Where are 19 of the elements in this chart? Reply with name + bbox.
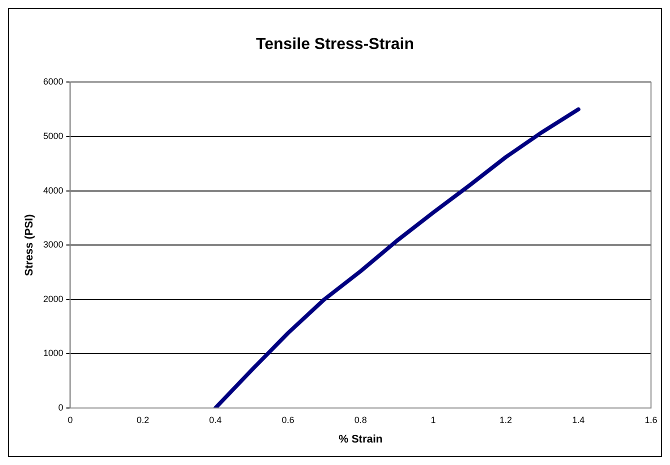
- x-tick-label: 0.4: [209, 414, 222, 425]
- x-tick-label: 0.2: [136, 414, 150, 425]
- y-axis-title: Stress (PSI): [24, 214, 36, 276]
- x-tick-label: 1.4: [572, 414, 585, 425]
- x-tick-label: 0.6: [282, 414, 294, 425]
- x-tick-label: 1.2: [500, 414, 512, 425]
- y-tick-label: 5000: [43, 130, 64, 141]
- x-tick-label: 1: [430, 414, 436, 425]
- y-tick-label: 3000: [43, 240, 64, 250]
- y-tick-label: 0: [58, 402, 64, 412]
- x-tick-label: 1.6: [644, 414, 658, 425]
- chart-title: Tensile Stress-Strain: [256, 36, 414, 54]
- x-tick-label: 0.8: [354, 414, 367, 425]
- y-tick-label: 1000: [43, 348, 64, 358]
- y-tick-label: 6000: [43, 76, 64, 87]
- x-axis-title: % Strain: [338, 433, 383, 446]
- y-tick-label: 2000: [43, 294, 64, 304]
- y-tick-label: 4000: [43, 185, 64, 196]
- x-tick-label: 0: [68, 414, 73, 425]
